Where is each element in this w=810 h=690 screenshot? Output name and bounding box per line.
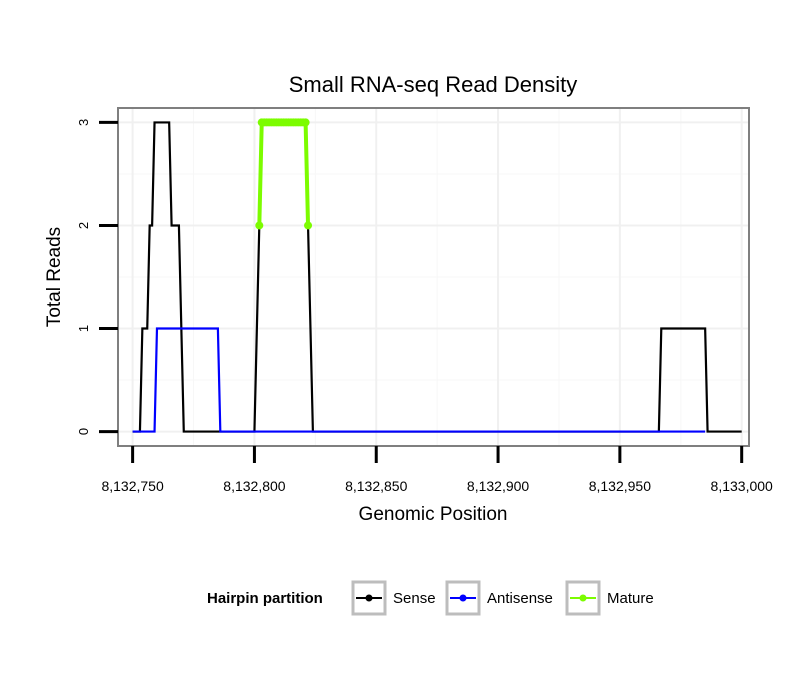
legend-item-mature: Mature <box>565 580 654 616</box>
x-tick-label: 8,132,950 <box>589 478 651 494</box>
data-point-mature <box>304 221 313 230</box>
y-tick-label: 2 <box>76 222 91 229</box>
y-axis-label: Total Reads <box>44 227 65 327</box>
legend-item-antisense: Antisense <box>445 580 553 616</box>
series-layer <box>132 118 742 433</box>
legend-key-point <box>459 594 467 602</box>
legend-item-sense: Sense <box>351 580 436 616</box>
x-axis: 8,132,750 8,132,800 8,132,850 8,132,900 8,13… <box>101 446 773 494</box>
series-mature <box>255 118 313 230</box>
series-antisense <box>132 327 706 433</box>
x-tick-label: 8,132,850 <box>345 478 407 494</box>
y-tick-label: 1 <box>76 325 91 332</box>
y-tick-label: 0 <box>76 428 91 435</box>
x-tick-label: 8,132,900 <box>467 478 529 494</box>
legend-label-antisense: Antisense <box>487 590 553 607</box>
plot-panel <box>117 107 750 447</box>
legend-items: Sense Antisense Mature <box>351 580 654 616</box>
y-axis: 0 1 2 3 <box>76 119 118 435</box>
data-point-mature <box>301 118 310 127</box>
legend-key-point <box>579 594 587 602</box>
x-tick-label: 8,132,800 <box>223 478 285 494</box>
chart-title: Small RNA-seq Read Density <box>289 72 578 97</box>
legend-title: Hairpin partition <box>207 590 323 607</box>
plot-border <box>117 107 750 447</box>
y-tick-label: 3 <box>76 119 91 126</box>
legend-label-mature: Mature <box>607 590 654 607</box>
x-tick-label: 8,133,000 <box>711 478 773 494</box>
x-tick-label: 8,132,750 <box>101 478 163 494</box>
x-axis-label: Genomic Position <box>359 504 508 525</box>
legend-key-point <box>365 594 373 602</box>
series-line-antisense <box>132 327 706 433</box>
legend: Hairpin partition Sense Antisense Mature <box>207 580 654 616</box>
data-point-mature <box>255 221 264 230</box>
legend-label-sense: Sense <box>393 590 436 607</box>
